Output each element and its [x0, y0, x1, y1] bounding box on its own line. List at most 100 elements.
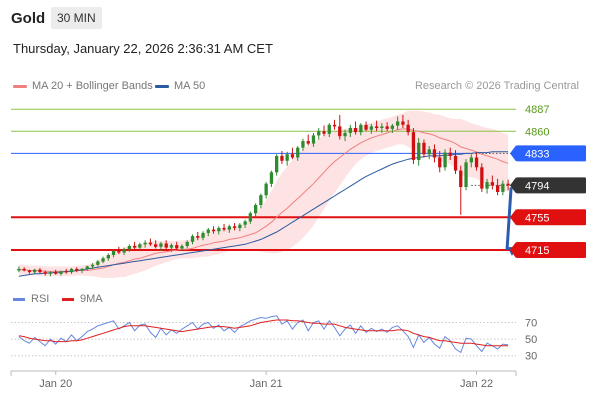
candle — [390, 123, 394, 133]
candle-body — [480, 167, 484, 189]
candle-body — [332, 124, 337, 127]
candle-body — [43, 272, 47, 274]
moving-averages-layer — [18, 128, 509, 277]
candle-body — [490, 182, 494, 186]
candle — [159, 241, 163, 251]
candle-body — [222, 227, 226, 230]
candle-body — [148, 242, 153, 245]
candle-body — [248, 213, 252, 222]
candle-body — [180, 246, 184, 249]
candle-body — [90, 264, 95, 267]
candle-body — [353, 128, 358, 133]
candle-body — [453, 155, 458, 171]
x-tick-label: Jan 20 — [39, 378, 72, 390]
candle-body — [485, 182, 489, 189]
candle — [432, 144, 437, 163]
candle-body — [464, 162, 468, 187]
candle-body — [17, 268, 21, 271]
candle-body — [406, 124, 410, 133]
candle — [485, 178, 489, 194]
candle — [443, 149, 447, 171]
candle — [501, 180, 505, 196]
candle-body — [327, 124, 331, 134]
price-tag-pointer — [510, 242, 516, 259]
price-tag-label-4833: 4833 — [525, 148, 549, 160]
candle — [17, 266, 21, 273]
candle — [438, 150, 442, 173]
candle-body — [96, 261, 100, 265]
candle-body — [206, 229, 210, 233]
candle-body — [64, 271, 68, 273]
candle — [311, 132, 316, 147]
legend-rsi: RSI — [13, 293, 49, 305]
price-tag-4755 — [516, 209, 586, 226]
header-bar: Gold 30 MIN — [0, 0, 590, 36]
candle — [427, 146, 431, 160]
candle — [448, 147, 452, 160]
candle — [190, 234, 195, 245]
candle — [480, 163, 484, 192]
candle-body — [154, 244, 158, 247]
candle-body — [369, 126, 373, 130]
candle-body — [348, 128, 352, 133]
candle — [396, 116, 400, 130]
candle-body — [417, 142, 421, 160]
candle-body — [106, 255, 110, 259]
price-tag-pointer — [510, 209, 516, 226]
rsi-ma-swatch-icon — [62, 297, 74, 301]
candle — [353, 121, 358, 135]
candle — [111, 249, 116, 258]
candle — [164, 240, 168, 250]
candle-body — [259, 195, 263, 205]
candle — [385, 122, 389, 132]
candle — [254, 203, 258, 217]
candle-body — [85, 266, 89, 269]
candle-body — [75, 268, 79, 271]
legend-rsi-ma-label: 9MA — [80, 293, 103, 305]
candle — [133, 241, 137, 250]
candle-body — [201, 232, 205, 238]
candle — [406, 119, 410, 136]
bollinger-band-layer — [18, 110, 509, 278]
candle — [469, 154, 473, 168]
candle-body — [217, 227, 221, 232]
ma50-swatch-icon — [155, 84, 169, 88]
candle-body — [338, 126, 342, 137]
legend-rsi-ma: 9MA — [62, 293, 103, 305]
candle-body — [443, 152, 447, 168]
credit-text: Research © 2026 Trading Central — [414, 80, 579, 92]
candle — [138, 242, 142, 251]
candle — [453, 150, 458, 174]
candle — [59, 270, 63, 276]
candle-body — [496, 185, 500, 192]
candle-body — [59, 271, 63, 274]
price-label-4860: 4860 — [525, 126, 549, 138]
timeframe-badge[interactable]: 30 MIN — [51, 7, 102, 29]
rsi-ma-line — [18, 319, 509, 347]
candle-body — [238, 224, 242, 228]
candle — [75, 267, 79, 273]
candle — [375, 120, 379, 132]
candle — [185, 240, 189, 249]
candle-body — [264, 183, 268, 196]
candle-body — [359, 124, 363, 133]
candle — [217, 226, 221, 235]
candle-body — [290, 154, 295, 158]
candle-body — [243, 221, 247, 225]
candle — [180, 244, 184, 251]
candle-body — [506, 183, 510, 186]
candle-body — [185, 241, 189, 246]
candle — [496, 178, 500, 196]
candle — [54, 269, 58, 275]
candle — [211, 226, 216, 234]
candle-body — [385, 126, 389, 129]
candle — [106, 253, 110, 261]
candle — [401, 114, 405, 129]
candle — [43, 270, 47, 276]
candle-body — [322, 131, 326, 134]
candle-body — [343, 132, 347, 137]
candle — [459, 165, 463, 215]
price-tag-4833 — [516, 145, 586, 162]
candles-layer — [17, 114, 510, 277]
